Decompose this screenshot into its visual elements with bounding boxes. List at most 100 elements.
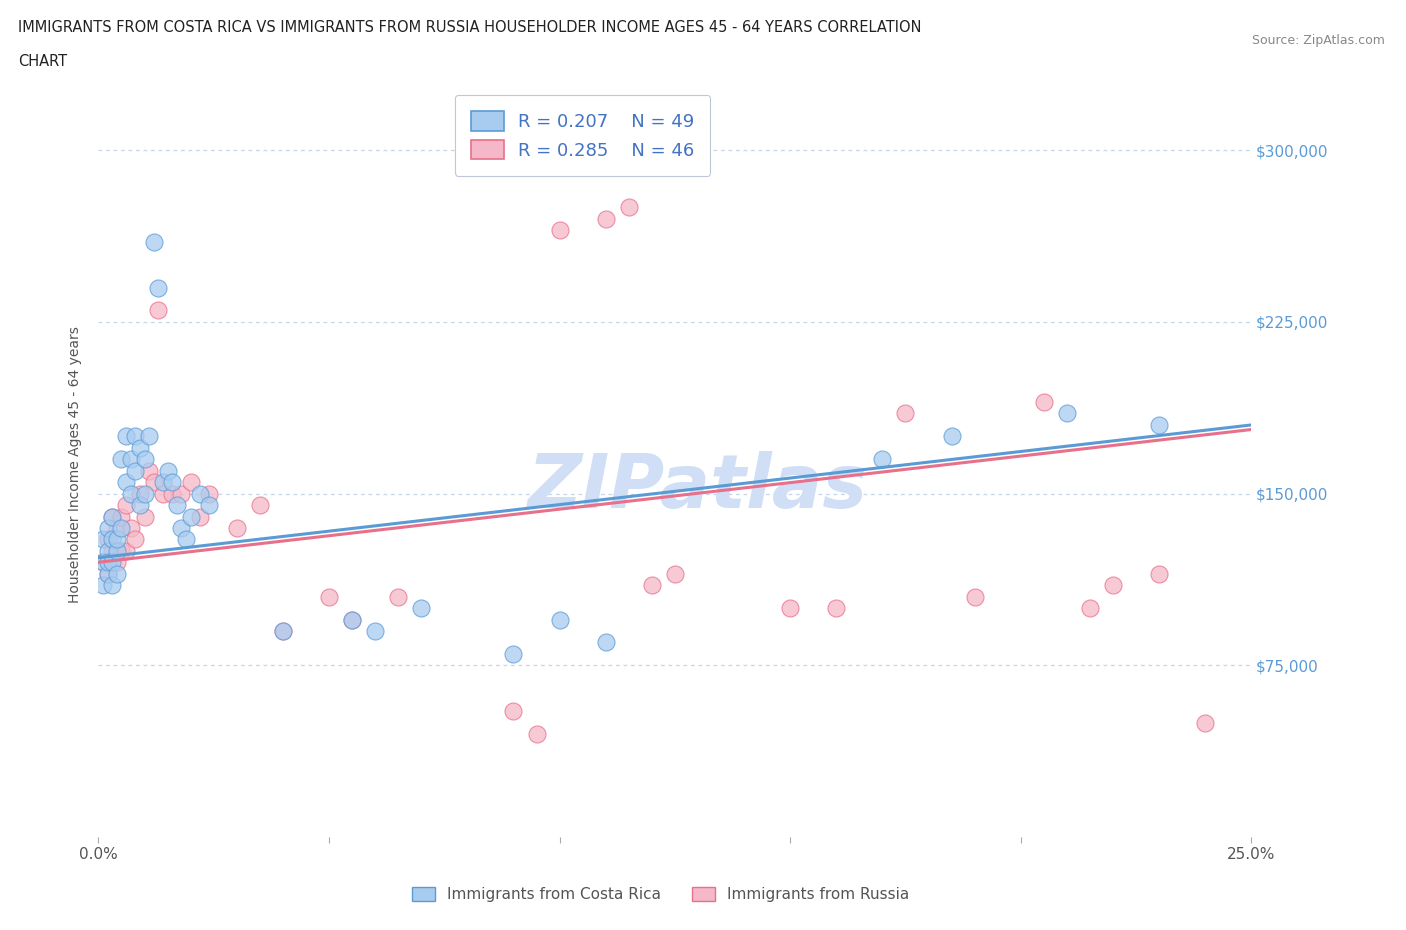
Point [1056,406,1078,421]
Point [548,223,571,238]
Point [617,200,640,215]
Point [411,601,433,616]
Point [502,704,524,719]
Point [340,612,363,627]
Point [502,646,524,661]
Point [174,532,197,547]
Point [129,441,152,456]
Point [225,521,247,536]
Point [97,566,120,581]
Point [249,498,271,512]
Point [941,429,963,444]
Point [97,532,120,547]
Point [138,463,160,478]
Text: CHART: CHART [18,54,67,69]
Point [198,498,221,512]
Point [526,726,548,741]
Point [160,474,183,489]
Point [105,521,128,536]
Point [152,474,174,489]
Point [963,590,986,604]
Point [101,578,124,592]
Point [156,463,179,478]
Point [152,486,174,501]
Point [340,612,363,627]
Legend: R = 0.207    N = 49, R = 0.285    N = 46: R = 0.207 N = 49, R = 0.285 N = 46 [454,95,710,176]
Point [110,521,132,536]
Legend: Immigrants from Costa Rica, Immigrants from Russia: Immigrants from Costa Rica, Immigrants f… [406,881,915,909]
Point [105,532,128,547]
Point [1078,601,1101,616]
Point [1147,566,1170,581]
Text: IMMIGRANTS FROM COSTA RICA VS IMMIGRANTS FROM RUSSIA HOUSEHOLDER INCOME AGES 45 : IMMIGRANTS FROM COSTA RICA VS IMMIGRANTS… [18,20,922,35]
Point [91,555,114,570]
Point [595,635,617,650]
Point [872,452,894,467]
Point [271,623,294,638]
Point [115,474,138,489]
Y-axis label: Householder Income Ages 45 - 64 years: Householder Income Ages 45 - 64 years [69,326,83,604]
Point [120,521,142,536]
Point [97,555,120,570]
Point [198,486,221,501]
Point [160,486,183,501]
Point [101,509,124,524]
Point [180,474,202,489]
Point [894,406,917,421]
Point [115,429,138,444]
Point [1147,418,1170,432]
Point [170,521,193,536]
Point [138,429,160,444]
Point [825,601,848,616]
Point [105,555,128,570]
Point [148,280,170,295]
Point [364,623,387,638]
Point [148,303,170,318]
Point [101,532,124,547]
Point [779,601,801,616]
Point [101,555,124,570]
Point [166,498,188,512]
Point [91,555,114,570]
Point [110,452,132,467]
Point [595,211,617,226]
Point [101,543,124,558]
Point [1194,715,1216,730]
Point [548,612,571,627]
Text: ZIPatlas: ZIPatlas [527,451,868,524]
Point [124,463,146,478]
Point [105,566,128,581]
Point [115,543,138,558]
Point [188,509,211,524]
Point [110,509,132,524]
Point [129,498,152,512]
Point [101,509,124,524]
Point [91,578,114,592]
Point [142,234,165,249]
Point [271,623,294,638]
Point [387,590,409,604]
Point [180,509,202,524]
Text: Source: ZipAtlas.com: Source: ZipAtlas.com [1251,34,1385,47]
Point [115,498,138,512]
Point [134,486,156,501]
Point [318,590,340,604]
Point [124,429,146,444]
Point [97,543,120,558]
Point [97,521,120,536]
Point [134,452,156,467]
Point [1102,578,1125,592]
Point [664,566,686,581]
Point [91,532,114,547]
Point [124,532,146,547]
Point [142,474,165,489]
Point [188,486,211,501]
Point [120,452,142,467]
Point [641,578,664,592]
Point [129,486,152,501]
Point [97,566,120,581]
Point [110,543,132,558]
Point [120,486,142,501]
Point [105,543,128,558]
Point [134,509,156,524]
